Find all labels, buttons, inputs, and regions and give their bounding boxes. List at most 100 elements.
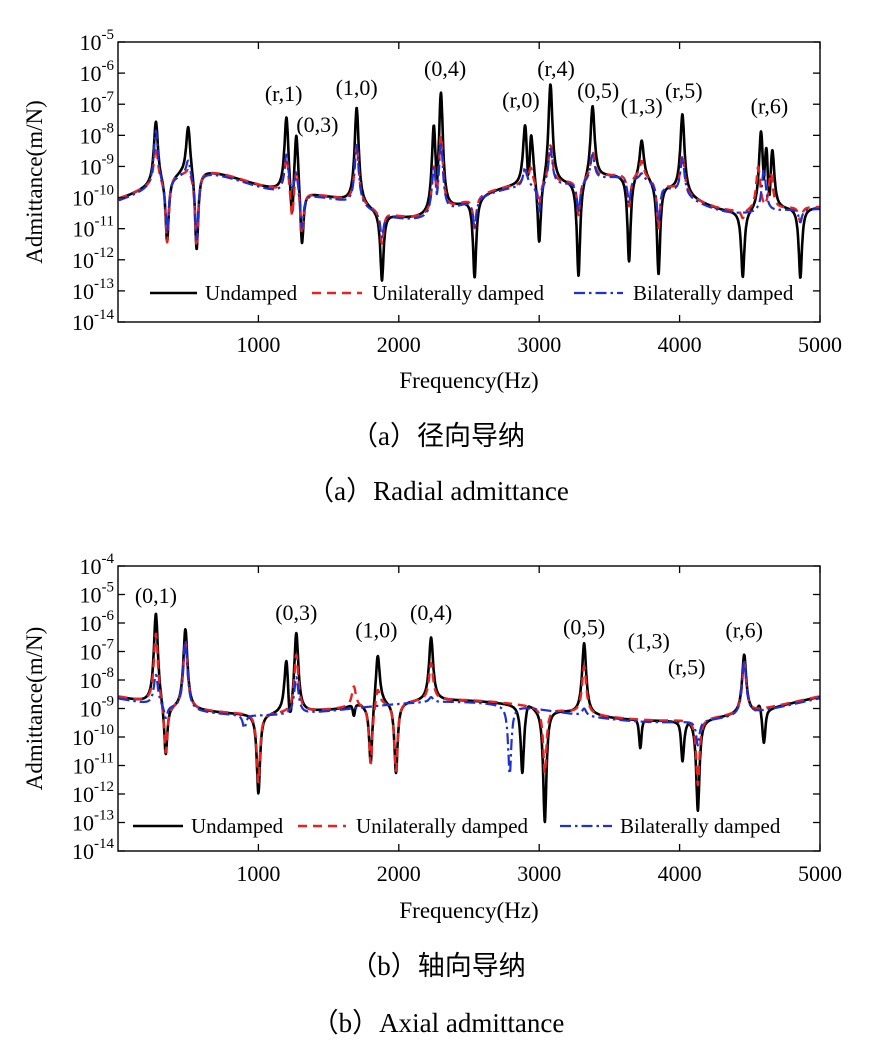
y-tick-label: 10-5 — [80, 27, 115, 55]
y-tick-base: 10 — [80, 30, 102, 55]
x-tick-label: 2000 — [377, 861, 421, 886]
y-tick-label: 10-9 — [80, 694, 115, 722]
caption-chinese: （b）轴向导纳 — [350, 951, 526, 981]
mode-annotation: (0,5) — [563, 614, 605, 639]
y-axis-title: Admittance(m/N) — [22, 100, 47, 264]
y-tick-label: 10-6 — [80, 608, 115, 636]
mode-annotation: (0,3) — [296, 112, 338, 137]
x-tick-label: 3000 — [517, 861, 561, 886]
x-axis-title: Frequency(Hz) — [399, 368, 538, 393]
y-tick-exponent: -14 — [94, 307, 114, 323]
y-tick-exponent: -9 — [102, 694, 115, 710]
x-axis-title: Frequency(Hz) — [399, 898, 538, 923]
y-tick-exponent: -5 — [102, 580, 115, 596]
y-tick-base: 10 — [72, 279, 94, 304]
y-tick-exponent: -6 — [102, 608, 115, 624]
y-axis-title: Admittance(m/N) — [22, 627, 47, 791]
x-tick-label: 5000 — [798, 861, 842, 886]
series-line-unilateral — [118, 134, 820, 248]
y-tick-base: 10 — [73, 754, 95, 779]
mode-annotation: (r,4) — [537, 56, 575, 81]
y-tick-exponent: -8 — [102, 120, 115, 136]
y-tick-base: 10 — [80, 61, 102, 86]
mode-annotation: (r,6) — [751, 94, 789, 119]
y-tick-label: 10-12 — [72, 779, 114, 807]
y-tick-label: 10-14 — [72, 307, 114, 335]
y-tick-base: 10 — [72, 782, 94, 807]
plot-area — [118, 612, 820, 824]
mode-annotation: (0,5) — [577, 78, 619, 103]
mode-annotation: (0,1) — [135, 583, 177, 608]
y-tick-exponent: -7 — [102, 637, 115, 653]
y-tick-exponent: -10 — [94, 183, 114, 199]
x-tick-label: 4000 — [658, 861, 702, 886]
legend-label: Unilaterally damped — [356, 814, 529, 838]
x-tick-label: 2000 — [377, 332, 421, 357]
y-tick-base: 10 — [72, 839, 94, 864]
legend-label: Undamped — [191, 814, 284, 838]
mode-annotation: (1,3) — [621, 94, 663, 119]
y-tick-base: 10 — [80, 668, 102, 693]
y-tick-label: 10-12 — [72, 245, 114, 273]
y-tick-exponent: -6 — [102, 58, 115, 74]
y-tick-label: 10-14 — [72, 836, 114, 864]
y-tick-base: 10 — [80, 611, 102, 636]
caption-english: （a）Radial admittance — [307, 476, 569, 506]
mode-annotation: (r,5) — [665, 78, 703, 103]
y-tick-base: 10 — [72, 248, 94, 273]
y-tick-label: 10-13 — [72, 808, 114, 836]
series-line-unilateral — [118, 632, 820, 787]
y-tick-base: 10 — [80, 154, 102, 179]
y-tick-exponent: -11 — [95, 751, 114, 767]
plot-area — [118, 83, 820, 282]
y-tick-base: 10 — [80, 92, 102, 117]
mode-annotation: (0,4) — [410, 600, 452, 625]
y-tick-exponent: -5 — [102, 27, 115, 43]
chart-panel-b: 1000 2000 3000 4000 500010-1410-1310-1210-11… — [22, 551, 842, 1038]
y-tick-exponent: -13 — [94, 808, 114, 824]
mode-annotation: (r,5) — [668, 654, 706, 679]
x-tick-label: 3000 — [517, 332, 561, 357]
y-tick-label: 10-7 — [80, 637, 115, 665]
chart-panel-a: 1000 2000 3000 4000 500010-1410-1310-1210-11… — [22, 27, 842, 506]
mode-annotation: (0,4) — [424, 56, 466, 81]
legend-label: Bilaterally damped — [620, 814, 781, 838]
mode-annotation: (r,0) — [502, 87, 540, 112]
series-line-undamped — [118, 83, 820, 282]
y-tick-label: 10-10 — [72, 183, 114, 211]
y-tick-base: 10 — [73, 217, 95, 242]
y-tick-exponent: -7 — [102, 89, 115, 105]
y-tick-base: 10 — [72, 310, 94, 335]
legend: Undamped Unilaterally damped Bilaterally d… — [150, 281, 794, 305]
y-tick-exponent: -11 — [95, 214, 114, 230]
plot-frame — [117, 565, 821, 852]
y-tick-label: 10-6 — [80, 58, 115, 86]
y-tick-label: 10-9 — [80, 151, 115, 179]
legend-label: Unilaterally damped — [372, 281, 545, 305]
legend: Undamped Unilaterally damped Bilaterally d… — [133, 814, 781, 838]
y-tick-base: 10 — [72, 725, 94, 750]
y-tick-exponent: -12 — [94, 779, 114, 795]
y-tick-label: 10-7 — [80, 89, 115, 117]
y-tick-base: 10 — [80, 123, 102, 148]
y-tick-base: 10 — [80, 697, 102, 722]
y-tick-label: 10-5 — [80, 580, 115, 608]
y-tick-exponent: -8 — [102, 665, 115, 681]
y-tick-exponent: -14 — [94, 836, 114, 852]
y-tick-base: 10 — [80, 583, 102, 608]
y-tick-base: 10 — [72, 811, 94, 836]
y-tick-exponent: -9 — [102, 151, 115, 167]
y-tick-label: 10-11 — [73, 751, 114, 779]
mode-annotation: (1,0) — [336, 75, 378, 100]
y-tick-exponent: -12 — [94, 245, 114, 261]
y-tick-label: 10-10 — [72, 722, 114, 750]
y-tick-label: 10-8 — [80, 665, 115, 693]
y-tick-label: 10-11 — [73, 214, 114, 242]
x-tick-label: 4000 — [658, 332, 702, 357]
x-tick-label: 1000 — [236, 332, 280, 357]
caption-chinese: （a）径向导纳 — [351, 421, 525, 451]
legend-label: Bilaterally damped — [633, 281, 794, 305]
mode-annotation: (r,1) — [265, 81, 303, 106]
y-tick-exponent: -13 — [94, 276, 114, 292]
